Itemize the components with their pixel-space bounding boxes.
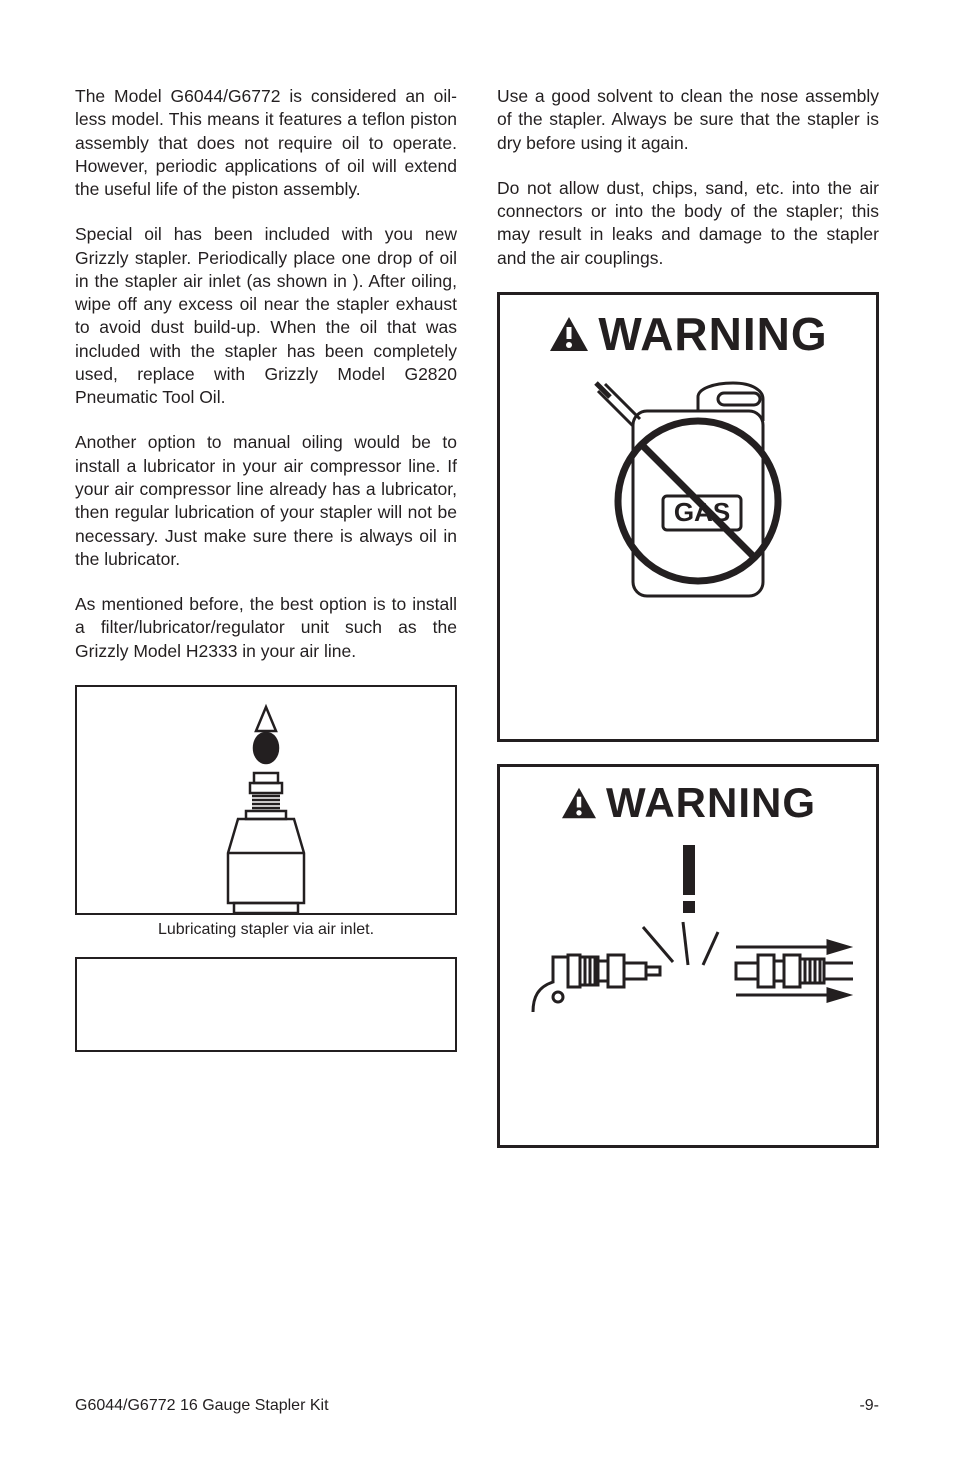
figure-caption: Lubricating stapler via air inlet. xyxy=(75,921,457,939)
para-dust: Do not allow dust, chips, sand, etc. int… xyxy=(497,177,879,270)
para-oilless: The Model G6044/G6772 is considered an o… xyxy=(75,85,457,201)
warning-box-disconnect: WARNING xyxy=(497,764,879,1148)
warning-triangle-icon xyxy=(560,786,598,820)
warning-label-1: WARNING xyxy=(598,307,827,361)
left-column: The Model G6044/G6772 is considered an o… xyxy=(75,85,457,1170)
footer-right: -9- xyxy=(859,1397,879,1415)
warning-triangle-icon xyxy=(548,315,590,353)
warning-header-1: WARNING xyxy=(510,307,866,361)
warning-body-1 xyxy=(510,634,866,729)
oil-drop-icon xyxy=(186,703,346,913)
disconnect-graphic xyxy=(510,837,866,1022)
notice-box-empty xyxy=(75,957,457,1052)
page-footer: G6044/G6772 16 Gauge Stapler Kit -9- xyxy=(75,1397,879,1415)
para-lubricator-option: Another option to manual oiling would be… xyxy=(75,431,457,571)
para-special-oil: Special oil has been included with you n… xyxy=(75,223,457,409)
para-best-option: As mentioned before, the best option is … xyxy=(75,593,457,663)
figure-air-inlet xyxy=(75,685,457,915)
warning-body-2 xyxy=(510,1040,866,1135)
right-column: Use a good solvent to clean the nose ass… xyxy=(497,85,879,1170)
warning-box-gas: WARNING xyxy=(497,292,879,742)
para-special-oil-b: ). After oiling, wipe off any excess oil… xyxy=(75,271,457,407)
warning-header-2: WARNING xyxy=(510,779,866,827)
footer-left: G6044/G6772 16 Gauge Stapler Kit xyxy=(75,1397,329,1415)
para-solvent: Use a good solvent to clean the nose ass… xyxy=(497,85,879,155)
warning-label-2: WARNING xyxy=(606,779,816,827)
gas-can-prohibited-graphic: GAS xyxy=(510,371,866,616)
